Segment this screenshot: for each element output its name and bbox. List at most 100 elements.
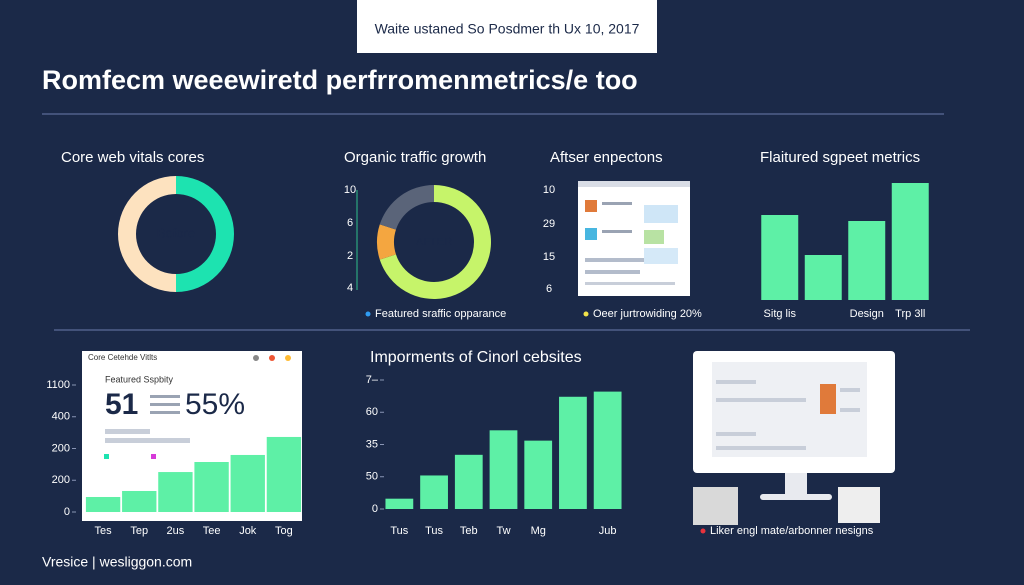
legend-label: Featured sraffic opparance — [375, 308, 506, 320]
bar — [420, 475, 448, 509]
bar — [524, 440, 553, 509]
x-tick-label: Tus — [425, 525, 443, 537]
center-label: Before — [157, 225, 195, 240]
window-button — [269, 355, 275, 361]
x-tick-label: Tee — [203, 525, 221, 537]
screenshot-content — [644, 230, 664, 244]
screenshot-content — [644, 205, 678, 223]
bar — [559, 396, 587, 509]
bar — [593, 391, 622, 509]
donut-segment — [118, 176, 176, 292]
subtitle: Featured Sspbity — [105, 374, 174, 384]
bar — [230, 454, 265, 512]
y-tick-label: 35 — [366, 438, 378, 450]
screenshot-content — [585, 282, 675, 285]
y-tick-label: 60 — [366, 406, 378, 418]
monitor-base — [760, 494, 832, 500]
badge-box — [357, 0, 657, 53]
badge: Waite ustaned So Posdmer th Ux 10, 2017 — [375, 21, 640, 37]
legend-dot — [583, 311, 589, 317]
side-label: 4 — [347, 282, 353, 294]
x-tick-label: Tus — [390, 525, 408, 537]
y-tick-label: 0 — [64, 506, 70, 518]
center-label: AFTER — [416, 236, 452, 248]
monitor-line — [716, 380, 756, 384]
screenshot-content — [585, 270, 640, 274]
window-title: Core Cetehde Vitlts — [88, 353, 157, 362]
side-label: 10 — [344, 184, 356, 196]
x-tick-label: Tog — [275, 525, 293, 537]
stat-divider — [150, 403, 180, 406]
x-tick-label: 2us — [167, 525, 185, 537]
x-tick-label: Jub — [599, 525, 617, 537]
chart-title: Imporments of Cinorl cebsites — [370, 349, 582, 366]
side-label: 2 — [347, 250, 353, 262]
chip — [151, 454, 156, 459]
y-tick-label: 400 — [52, 411, 70, 423]
chart-title: Flaitured sgpeet metrics — [760, 149, 920, 166]
stat: 51 — [105, 388, 138, 421]
screenshot-content — [585, 228, 597, 240]
y-tick-label: 50 — [366, 471, 378, 483]
x-tick-label: Jok — [239, 525, 257, 537]
y-tick-label: 1100 — [46, 379, 70, 391]
window-button — [285, 355, 291, 361]
x-tick-label: Tw — [496, 525, 510, 537]
footer: Vresice | wesliggon.com — [42, 554, 192, 570]
chart-title: Organic traffic growth — [344, 149, 486, 166]
stat-divider — [150, 395, 180, 398]
bar — [891, 183, 929, 300]
bar — [804, 255, 842, 300]
x-tick-label: Tes — [95, 525, 113, 537]
product-photo — [838, 487, 880, 523]
donut-segment — [379, 185, 491, 299]
y-tick-label: 200 — [52, 474, 70, 486]
legend-label: Liker engl mate/arbonner nesigns — [710, 525, 874, 537]
monitor-line — [716, 446, 806, 450]
monitor-thumb — [820, 384, 836, 414]
y-tick-label: 200 — [52, 442, 70, 454]
screenshot-content — [602, 230, 632, 233]
x-tick-label: Trp 3ll — [895, 308, 925, 320]
bar — [266, 436, 302, 512]
x-tick-label: Teb — [460, 525, 478, 537]
window-button — [253, 355, 259, 361]
side-label: 29 — [543, 218, 555, 230]
chip — [104, 454, 109, 459]
bar — [454, 454, 483, 509]
monitor-line — [716, 432, 756, 436]
screenshot-bar — [578, 181, 690, 187]
x-tick-label: Mg — [531, 525, 546, 537]
x-tick-label: Design — [850, 308, 884, 320]
bar — [761, 215, 799, 300]
bar — [194, 462, 229, 512]
side-label: 6 — [347, 217, 353, 229]
bar — [489, 430, 518, 509]
page-title: Romfecm weeewiretd perfrromenmetrics/e t… — [42, 65, 638, 95]
x-tick-label: Tep — [130, 525, 148, 537]
monitor-stand — [785, 473, 807, 495]
side-label: 10 — [543, 184, 555, 196]
stat: 55% — [185, 388, 245, 421]
screenshot-content — [585, 258, 645, 262]
legend-label: Oeer jurtrowiding 20% — [593, 308, 702, 320]
legend-dot — [365, 311, 371, 317]
monitor-line — [716, 398, 806, 402]
screenshot-content — [644, 248, 678, 264]
y-tick-label: 7– — [366, 374, 379, 386]
product-photo — [693, 487, 738, 525]
bar — [122, 490, 157, 512]
bar — [158, 472, 193, 512]
side-label: 6 — [546, 283, 552, 295]
chart-title: Core web vitals cores — [61, 149, 204, 166]
monitor-line — [840, 408, 860, 412]
screenshot-content — [585, 200, 597, 212]
donut-segment — [376, 224, 396, 260]
screenshot-content — [602, 202, 632, 205]
monitor-line — [840, 388, 860, 392]
bar — [385, 498, 414, 509]
placeholder — [105, 429, 150, 434]
placeholder — [105, 438, 190, 443]
